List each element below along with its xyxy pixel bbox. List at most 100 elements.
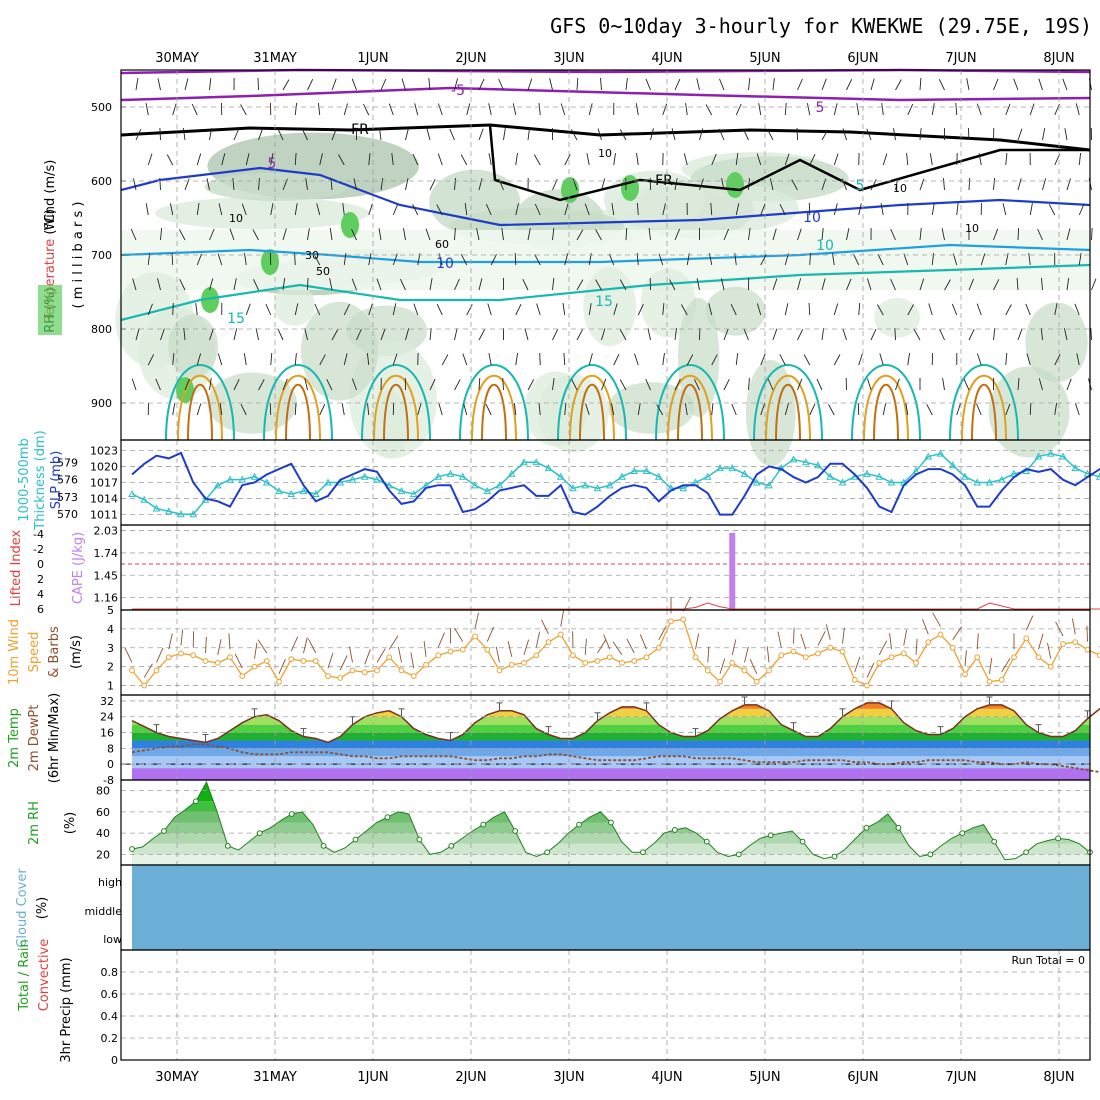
wind-barb [866,128,872,141]
thickness-point [520,458,528,466]
wind-barb [257,77,259,91]
wind-barb [1005,103,1011,116]
wind-barb [756,153,762,166]
wind-barb [399,278,406,291]
rh-point [512,828,519,834]
precip-tick: 0.4 [101,1010,119,1023]
y-axis-title-pressure: ( m i l l i b a r s ) [71,202,86,309]
wind-barb [879,353,884,366]
wind-barb [772,228,777,241]
wind-barb [305,178,308,191]
wind-barb [821,278,826,291]
wind-speed-point [325,673,331,680]
thickness-point [838,478,847,486]
wind-barb [131,378,137,391]
wind-barb [674,228,681,241]
wind-barb [454,627,464,642]
wind-barb [634,353,639,366]
wind-barb [254,642,258,659]
thickness-point [679,484,688,492]
wind-barb [833,153,839,166]
wind-barb [429,179,436,191]
wind-speed-point [472,633,478,640]
wind-barb [538,403,541,416]
wind-barb [760,353,766,366]
wind-barb [563,352,566,366]
wind-speed-point [741,667,748,674]
y-axis-label-cloud: Cloud Cover [15,868,30,948]
rh-area [705,286,766,336]
rh-point [416,836,423,843]
thickness-point [801,458,810,466]
wind-barb [674,178,678,191]
rh-area [155,197,370,230]
wind-barb [931,203,935,216]
wind-barb [478,128,484,141]
wind-barb [380,328,386,341]
wind-barb [233,278,237,291]
wind-barb [258,128,264,141]
wind-barb [941,228,945,241]
wind-barb [290,636,299,652]
wind-barb [1048,204,1056,216]
date-label-bottom: 3JUN [553,1070,584,1085]
wind-barb [993,78,999,91]
cape-tick: 1.16 [94,592,119,605]
wind-barb [209,278,214,291]
dewpoint-line [131,743,1100,774]
cape-tick: 1.45 [94,569,119,582]
slp-tick: 1017 [90,477,118,490]
wind-barb [343,304,350,316]
temperature-band [132,756,1090,769]
wind-barb [552,329,559,341]
wind-barb [637,304,644,316]
wind-speed-point [227,654,233,661]
wind-speed-point [802,654,809,661]
lifted-index-frame [120,524,1091,611]
wind-barb [611,203,615,216]
wind-barb [397,646,402,663]
wind-speed-point [998,676,1005,683]
contour-label: 15 [227,311,245,327]
wind-barb [1028,253,1031,266]
rh-point [863,824,870,831]
wind-barb [478,278,483,291]
wind-barb [967,127,970,141]
wind-barb [466,304,473,316]
wind-barb [1005,403,1011,416]
thickness-point [997,475,1006,483]
wind-barb [821,228,824,241]
wind-barb [613,153,616,166]
wind-barb [1041,277,1043,291]
wind-barb [1075,403,1080,416]
wind-barb [282,278,286,291]
wind-barb [147,153,153,166]
wind-speed-point [263,658,270,664]
wind-barb [571,129,578,141]
wind-barb [437,632,445,648]
wind-barb [1062,78,1068,91]
wind-speed-point [251,663,258,670]
lifted-index-tick: -2 [33,543,44,556]
wind-barb [922,619,929,635]
y-axis-label-cape: CAPE (J/kg) [71,532,86,604]
wind-barb [928,303,933,316]
wind-speed-point [288,656,295,663]
wind-barb [217,639,222,655]
y-axis-label-temp: 2m Temp [7,708,22,768]
temperature-contour [579,383,605,441]
cloud-level-label-middle: middle [84,905,122,918]
wind-speed-point [545,639,552,646]
wind-barb [721,178,725,191]
wind-barb [218,203,223,216]
wind-barb [976,353,982,366]
wind-barb [956,403,961,416]
rh-point [224,842,231,849]
temperature-contour [961,375,1007,441]
wind-barb [1086,625,1088,642]
rh-core [201,287,219,313]
temperature-contour [667,375,713,441]
temperature-contour [471,375,517,441]
wind-barb [282,378,288,391]
